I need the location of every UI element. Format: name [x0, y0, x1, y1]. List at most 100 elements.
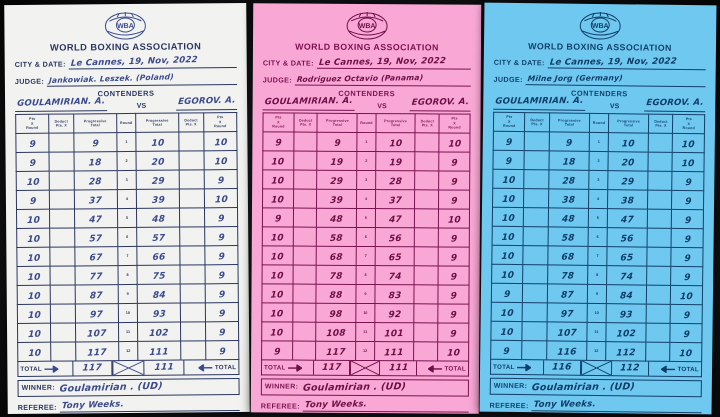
cell-pts-right: 9 [205, 302, 239, 322]
cell-round-number: 1 [116, 132, 137, 152]
vs-label: VS [609, 103, 620, 111]
cell-deduct-left [50, 284, 76, 305]
cell-pts-left: 10 [490, 321, 523, 341]
winner-value[interactable]: Goulamirian . (UD) [301, 380, 407, 394]
judge-field[interactable]: JUDGE: Milne Jorg (Germany) [494, 73, 706, 88]
cell-pts-left: 9 [493, 131, 525, 151]
svg-text:WBA: WBA [592, 23, 609, 30]
judge-value[interactable]: Milne Jorg (Germany) [525, 73, 706, 88]
fighter-right-name[interactable]: EGOROV. A. [643, 91, 706, 113]
cell-progressive-right: 65 [606, 246, 648, 267]
referee-value[interactable]: Tony Weeks. [302, 399, 469, 413]
cell-progressive-right: 20 [607, 151, 649, 172]
city-date-value[interactable]: Le Cannes, 19, Nov, 2022 [316, 56, 471, 70]
cell-deduct-right [646, 304, 671, 324]
total-row: TOTAL 116 112 TOTAL [489, 359, 703, 378]
crossed-box [112, 360, 145, 376]
cell-deduct-left [49, 189, 75, 210]
cell-progressive-left: 117 [316, 341, 357, 361]
table-row: 10 117 12 111 9 [17, 340, 239, 362]
cell-deduct-left [293, 132, 318, 152]
cell-deduct-right [414, 303, 438, 323]
judge-value[interactable]: Rodriguez Octavio (Panama) [295, 73, 471, 87]
cell-deduct-left [524, 169, 549, 189]
cell-progressive-right: 83 [374, 284, 415, 304]
cell-round-number: 3 [588, 170, 608, 190]
cell-deduct-right [178, 150, 205, 171]
cell-progressive-left: 28 [548, 169, 590, 190]
winner-box[interactable]: WINNER: Goulamirian . (UD) [489, 377, 702, 398]
winner-value[interactable]: Goulamirian . (UD) [530, 381, 636, 394]
cell-progressive-right: 29 [607, 170, 649, 191]
city-date-value[interactable]: Le Cannes, 19, Nov, 2022 [68, 55, 237, 70]
cell-deduct-right [414, 227, 439, 247]
referee-value[interactable]: Tony Weeks. [59, 399, 240, 413]
total-value-left: 117 [312, 360, 350, 375]
referee-value[interactable]: Tony Weeks. [531, 399, 702, 414]
cell-deduct-left [292, 265, 317, 285]
card-white[interactable]: WBA WORLD BOXING ASSOCIATION CITY & DATE: L… [4, 2, 250, 415]
table-row: 10 47 5 48 9 [16, 207, 238, 229]
arrow-left-icon [198, 363, 213, 371]
table-row: 10 68 7 65 9 [262, 245, 470, 267]
table-header-row: Pts X Round Deduct Pts. X Progressive Total Rou… [15, 112, 237, 134]
cell-pts-left: 10 [262, 150, 294, 171]
judge-field[interactable]: JUDGE: Jankowiak. Leszek. (Poland) [15, 72, 237, 87]
cell-progressive-right: 39 [136, 189, 180, 209]
cell-pts-right: 10 [672, 133, 705, 153]
city-date-label: CITY & DATE: [14, 59, 66, 69]
cell-progressive-right: 20 [136, 151, 179, 171]
winner-label: WINNER: [21, 384, 56, 392]
cell-pts-right: 9 [670, 304, 703, 324]
referee-field[interactable]: REFEREE: Tony Weeks. [490, 399, 702, 414]
cell-pts-left: 10 [261, 283, 293, 304]
table-row: 10 58 6 56 9 [262, 226, 470, 248]
cell-round-number: 8 [356, 265, 375, 285]
cell-deduct-right [648, 171, 673, 191]
cell-pts-right: 9 [437, 322, 469, 343]
city-date-field[interactable]: CITY & DATE: Le Cannes, 19, Nov, 2022 [263, 56, 471, 70]
cell-progressive-left: 38 [548, 188, 589, 209]
referee-field[interactable]: REFEREE: Tony Weeks. [18, 399, 240, 413]
fighter-left-name[interactable]: GOULAMIRIAN. A. [14, 91, 108, 112]
card-pink[interactable]: WBA WORLD BOXING ASSOCIATION CITY & DATE: L… [250, 3, 482, 414]
judge-field[interactable]: JUDGE: Rodriguez Octavio (Panama) [263, 73, 471, 87]
table-row: 10 48 5 47 9 [492, 207, 704, 229]
fighter-left-name[interactable]: GOULAMIRIAN. A. [493, 89, 586, 111]
cell-progressive-left: 57 [74, 227, 118, 247]
cell-progressive-left: 78 [316, 265, 357, 285]
cell-deduct-left [293, 189, 318, 209]
city-date-field[interactable]: CITY & DATE: Le Cannes, 19, Nov, 2022 [494, 56, 706, 71]
judge-value[interactable]: Jankowiak. Leszek. (Poland) [47, 72, 237, 87]
cell-pts-left: 10 [17, 285, 51, 305]
winner-box[interactable]: WINNER: Goulamirian . (UD) [17, 378, 240, 397]
cell-deduct-left [49, 265, 76, 286]
city-date-value[interactable]: Le Cannes, 19, Nov, 2022 [547, 56, 706, 71]
cell-round-number: 6 [356, 227, 375, 247]
cell-deduct-right [647, 209, 672, 229]
header-progressive-right: Progressive Total [135, 113, 179, 133]
winner-value[interactable]: Goulamirian . (UD) [58, 380, 163, 395]
winner-box[interactable]: WINNER: Goulamirian . (UD) [260, 378, 469, 397]
cell-progressive-right: 111 [137, 341, 181, 361]
header-pts-left: Pts X Round [262, 112, 294, 133]
header-deduct-right: Deduct Pts. X [648, 114, 674, 134]
fighter-right-name[interactable]: EGOROV. A. [175, 90, 238, 111]
table-row: 9 37 4 39 10 [16, 188, 238, 210]
total-value-right: 111 [144, 360, 185, 375]
table-row: 10 39 4 37 9 [262, 188, 470, 210]
cell-pts-right: 10 [670, 342, 702, 362]
fighter-left-name[interactable]: GOULAMIRIAN. A. [262, 90, 355, 111]
referee-field[interactable]: REFEREE: Tony Weeks. [261, 399, 469, 413]
cell-pts-right: 9 [437, 303, 469, 324]
header-deduct-left: Deduct Pts. X [293, 113, 318, 133]
card-blue[interactable]: WBA WORLD BOXING ASSOCIATION CITY & DATE: L… [479, 2, 717, 415]
cell-progressive-left: 9 [548, 131, 590, 152]
fighter-right-name[interactable]: EGOROV. A. [409, 91, 471, 112]
header-pts-right: Pts X Round [672, 114, 705, 134]
cell-progressive-left: 67 [74, 246, 118, 266]
city-date-field[interactable]: CITY & DATE: Le Cannes, 19, Nov, 2022 [14, 55, 237, 70]
cell-progressive-right: 75 [137, 265, 180, 285]
cell-deduct-left [49, 170, 75, 191]
cell-progressive-left: 9 [317, 132, 358, 152]
